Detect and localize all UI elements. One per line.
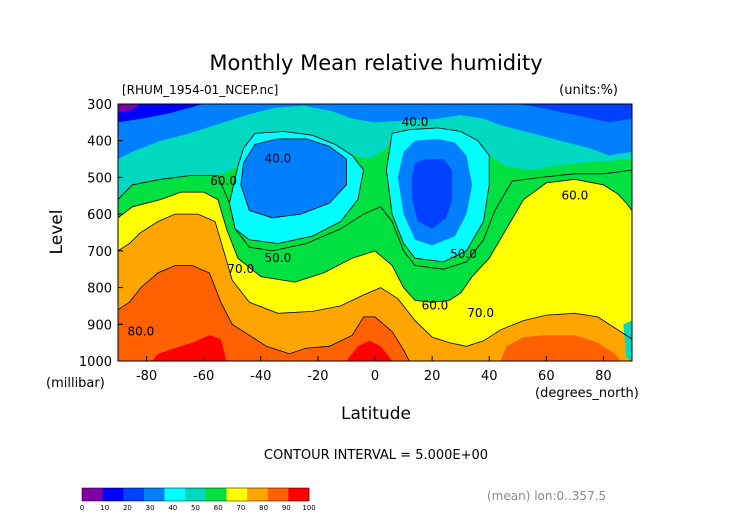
contour-region-3 <box>118 104 204 123</box>
contour-line-50 <box>118 169 632 270</box>
contour-region-9 <box>118 265 410 361</box>
x-tick-label: 60 <box>538 369 555 384</box>
contour-line-60 <box>118 178 632 303</box>
colorbar-tick-label: 70 <box>236 504 245 512</box>
contour-line-70 <box>118 213 632 347</box>
y-tick-label: 700 <box>87 245 112 260</box>
contour-line-80 <box>118 265 410 361</box>
y-axis-label: Level <box>47 210 67 255</box>
contour-line-40 <box>240 138 347 219</box>
chart-title: Monthly Mean relative humidity <box>209 51 542 75</box>
contour-lines <box>118 127 632 361</box>
colorbar-tick-label: 60 <box>214 504 223 512</box>
contour-region-8 <box>118 214 632 361</box>
contour-label: 60.0 <box>210 174 237 188</box>
contour-line-45 <box>229 131 365 244</box>
contour-labels: 40.0 40.0 50.0 50.0 60.0 60.0 60.0 70.0 70.0 80.0 <box>127 115 588 338</box>
colorbar-segment <box>205 488 227 501</box>
colorbar-segment <box>267 488 289 501</box>
footer-label: (mean) lon:0..357.5 <box>487 489 606 503</box>
contour-label: 40.0 <box>402 115 429 129</box>
x-tick-label: -60 <box>193 369 214 384</box>
colorbar-tick-label: 30 <box>146 504 155 512</box>
contour-label: 60.0 <box>422 299 449 313</box>
colorbar-segment <box>143 488 165 501</box>
contour-label: 60.0 <box>562 188 589 202</box>
contour-region-2 <box>118 104 632 123</box>
colorbar-tick-label: 40 <box>168 504 177 512</box>
y-tick-label: 900 <box>87 318 112 333</box>
x-axis-label: Latitude <box>341 404 411 424</box>
y-tick-label: 600 <box>87 208 112 223</box>
contour-region-10 <box>500 335 621 361</box>
contour-region-18 <box>412 159 453 229</box>
x-axis-ticks: -80 -60 -40 -20 0 20 40 60 80 <box>136 356 612 384</box>
contour-region-1 <box>118 104 632 160</box>
contour-region-16 <box>240 138 347 218</box>
contour-label: 50.0 <box>265 251 292 265</box>
contour-interval-label: CONTOUR INTERVAL = 5.000E+00 <box>264 448 488 463</box>
colorbar-tick-label: 90 <box>282 504 291 512</box>
contour-region-12 <box>346 340 393 361</box>
colorbar-frame <box>81 487 310 502</box>
units-label: (units:%) <box>559 83 618 98</box>
x-tick-label: -20 <box>307 369 328 384</box>
contour-label: 70.0 <box>227 262 254 276</box>
colorbar-segment <box>164 488 186 501</box>
contour-region-4 <box>118 104 141 113</box>
y-tick-label: 500 <box>87 171 112 186</box>
contour-label: 80.0 <box>127 324 154 338</box>
colorbar-segment <box>123 488 145 501</box>
x-tick-label: 80 <box>595 369 612 384</box>
contour-label: 70.0 <box>467 306 494 320</box>
colorbar-segment <box>288 488 310 501</box>
x-tick-label: 0 <box>371 369 379 384</box>
colorbar-tick-label: 0 <box>80 504 84 512</box>
colorbar-tick-label: 100 <box>302 504 315 512</box>
x-unit-label: (degrees_north) <box>535 386 639 401</box>
contour-region-11 <box>152 335 227 361</box>
colorbar-tick-label: 20 <box>123 504 132 512</box>
colorbar-segment <box>82 488 103 501</box>
colorbar-segment <box>247 488 269 501</box>
colorbar-segment <box>226 488 248 501</box>
colorbar-tick-label: 10 <box>100 504 109 512</box>
y-tick-label: 400 <box>87 135 112 150</box>
filled-contours <box>118 104 632 361</box>
x-tick-label: 20 <box>424 369 441 384</box>
y-tick-label: 800 <box>87 282 112 297</box>
contour-label: 40.0 <box>265 152 292 166</box>
contour-line-45 <box>385 127 490 263</box>
source-label: [RHUM_1954-01_NCEP.nc] <box>122 83 278 97</box>
x-tick-label: -40 <box>250 369 271 384</box>
y-unit-label: (millibar) <box>46 376 105 391</box>
colorbar-tick-label: 80 <box>259 504 268 512</box>
contour-region-13 <box>623 320 632 361</box>
colorbar-tick-label: 50 <box>191 504 200 512</box>
contour-label: 50.0 <box>450 247 477 261</box>
y-axis-ticks: 300 400 500 600 700 800 900 1000 <box>79 98 123 370</box>
colorbar: 0 10 20 30 40 50 60 70 80 90 100 <box>80 487 316 512</box>
colorbar-segment <box>185 488 207 501</box>
y-tick-label: 300 <box>87 98 112 113</box>
y-tick-label: 1000 <box>79 355 112 370</box>
x-tick-label: 40 <box>481 369 498 384</box>
colorbar-segment <box>102 488 124 501</box>
x-tick-label: -80 <box>136 369 157 384</box>
